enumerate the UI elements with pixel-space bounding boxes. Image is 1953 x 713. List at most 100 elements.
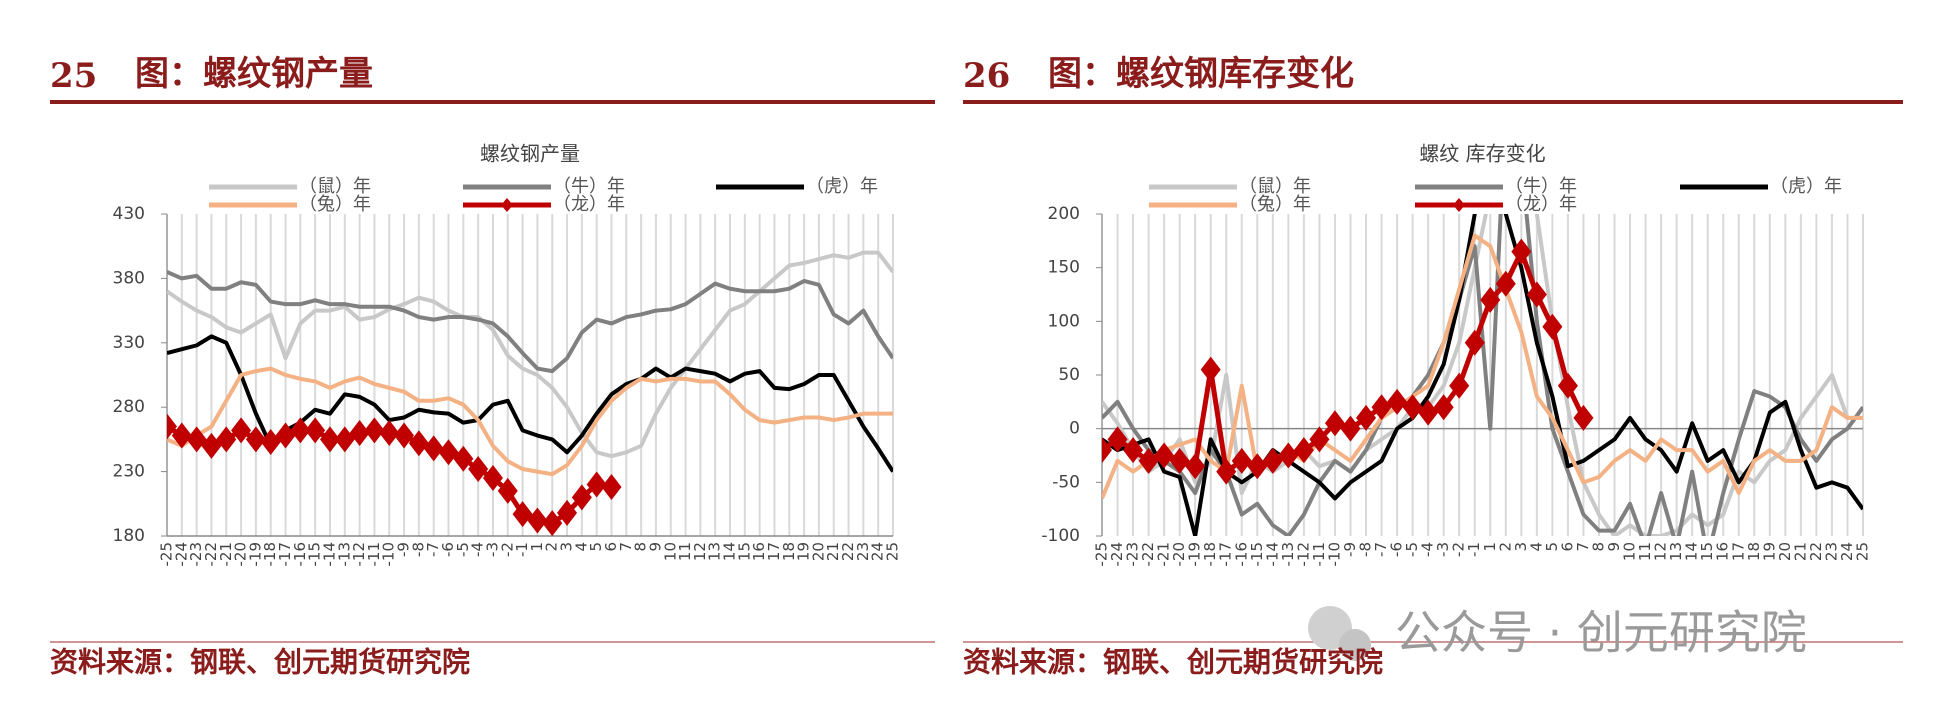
x-tick-label: -16	[1232, 542, 1250, 567]
x-tick-label: 13	[706, 542, 724, 561]
y-tick-label: 230	[113, 462, 145, 482]
diamond-marker	[423, 435, 444, 462]
x-tick-label: 17	[765, 542, 783, 561]
x-tick-label: -25	[158, 542, 176, 567]
chart-title: 螺纹 库存变化	[1419, 142, 1545, 166]
x-tick-label: 16	[750, 542, 768, 561]
diamond-marker	[1102, 437, 1112, 464]
x-tick-label: -14	[1263, 542, 1281, 567]
x-tick-label: 11	[1636, 542, 1654, 561]
x-tick-label: 23	[1822, 542, 1840, 561]
x-tick-label: -13	[335, 542, 353, 567]
x-tick-label: -4	[1419, 542, 1437, 557]
x-tick-label: -18	[1201, 542, 1219, 567]
diamond-marker	[468, 456, 489, 483]
x-tick-label: -23	[187, 542, 205, 567]
y-tick-label: 280	[113, 397, 145, 417]
diamond-marker	[1464, 329, 1485, 356]
x-tick-label: 12	[691, 542, 709, 561]
legend-label: （牛）年	[1505, 176, 1577, 197]
x-tick-label: 17	[1729, 542, 1747, 561]
source: 资料来源：钢联、创元期货研究院	[963, 646, 1383, 679]
x-tick-label: -2	[498, 542, 516, 557]
x-tick-label: 10	[1621, 542, 1639, 561]
x-tick-label: 14	[1683, 542, 1701, 561]
legend-label: （兔）年	[299, 194, 371, 215]
diamond-marker	[275, 422, 296, 449]
x-tick-label: 4	[572, 542, 590, 552]
diamond-marker	[1511, 238, 1532, 265]
diamond-marker	[1495, 270, 1516, 297]
diamond-marker	[394, 422, 415, 449]
series-line	[167, 250, 893, 459]
panel-number: 26	[963, 56, 1010, 96]
diamond-marker	[349, 419, 370, 446]
header-rule	[50, 100, 935, 104]
series-line	[1102, 233, 1863, 500]
x-tick-label: 6	[602, 542, 620, 552]
panel-heading: 图：螺纹钢产量	[135, 54, 373, 94]
y-tick-label: 50	[1058, 365, 1080, 385]
diamond-marker	[1309, 426, 1330, 453]
legend-label: （兔）年	[1239, 194, 1311, 215]
legend-marker	[501, 198, 513, 212]
diamond-marker	[408, 430, 429, 457]
x-tick-label: 24	[869, 542, 887, 561]
x-tick-label: 13	[1667, 542, 1685, 561]
x-tick-label: -1	[1465, 542, 1483, 557]
x-tick-label: -23	[1124, 542, 1142, 567]
diamond-marker	[245, 426, 266, 453]
legend-label: （虎）年	[1770, 176, 1842, 197]
diamond-marker	[1107, 426, 1128, 453]
x-tick-label: -15	[306, 542, 324, 567]
legend-label: （龙）年	[1505, 194, 1577, 215]
diamond-marker	[290, 417, 311, 444]
x-tick-label: 25	[884, 542, 902, 561]
legend-label: （虎）年	[806, 176, 878, 197]
x-tick-label: 24	[1838, 542, 1856, 561]
x-tick-label: -3	[483, 542, 501, 557]
y-tick-label: 330	[113, 333, 145, 353]
x-tick-label: -9	[1341, 542, 1359, 557]
plot	[167, 250, 893, 536]
x-tick-label: -6	[439, 542, 457, 557]
x-tick-label: -19	[246, 542, 264, 567]
diamond-marker	[542, 510, 563, 536]
y-tick-label: -100	[1041, 526, 1080, 546]
diamond-marker	[1278, 442, 1299, 469]
diamond-marker	[1231, 447, 1252, 474]
diamond-marker	[1402, 394, 1423, 421]
diamond-marker	[1293, 437, 1314, 464]
diamond-marker	[1216, 458, 1237, 485]
diamond-marker	[453, 445, 474, 472]
diamond-marker	[1154, 442, 1175, 469]
x-tick-label: 1	[1481, 542, 1499, 552]
x-tick-label: -9	[395, 542, 413, 557]
diamond-marker	[1169, 447, 1190, 474]
plot	[1102, 214, 1863, 536]
diamond-marker	[319, 426, 340, 453]
x-tick-label: -11	[365, 542, 383, 567]
x-tick-label: -6	[1388, 542, 1406, 557]
chart-title: 螺纹钢产量	[480, 142, 580, 166]
x-tick-label: 21	[1791, 542, 1809, 561]
diamond-marker	[1573, 404, 1594, 431]
x-tick-label: -15	[1248, 542, 1266, 567]
diamond-marker	[557, 499, 578, 526]
x-tick-label: 15	[1698, 542, 1716, 561]
x-tick-label: 5	[1543, 542, 1561, 552]
x-tick-label: -12	[350, 542, 368, 567]
header-rule	[963, 100, 1903, 104]
x-tick-label: -7	[1372, 542, 1390, 557]
diamond-marker	[571, 484, 592, 511]
y-tick-label: 200	[1048, 204, 1080, 224]
x-tick-label: -10	[1325, 542, 1343, 567]
x-tick-label: 9	[646, 542, 664, 552]
x-tick-label: -22	[1139, 542, 1157, 567]
x-tick-label: 18	[1745, 542, 1763, 561]
diamond-marker	[1557, 372, 1578, 399]
diamond-marker	[1418, 399, 1439, 426]
x-tick-label: 1	[528, 542, 546, 552]
diamond-marker	[1449, 372, 1470, 399]
